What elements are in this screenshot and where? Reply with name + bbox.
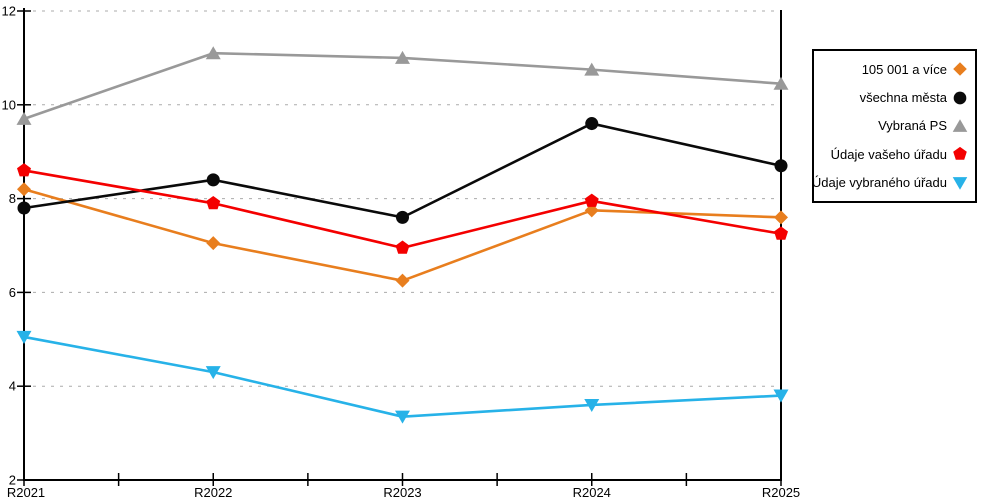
diamond-icon	[952, 61, 968, 77]
triangle-up-icon	[952, 118, 968, 134]
svg-text:4: 4	[9, 379, 16, 394]
triangle-down-icon	[952, 175, 968, 191]
svg-text:6: 6	[9, 285, 16, 300]
legend-label: Údaje vašeho úřadu	[830, 146, 947, 162]
svg-text:12: 12	[2, 4, 16, 19]
legend-label: Údaje vybraného úřadu	[811, 175, 947, 191]
legend-label: 105 001 a více	[861, 61, 947, 77]
pentagon-icon	[952, 146, 968, 162]
svg-text:R2025: R2025	[762, 485, 800, 500]
svg-text:2: 2	[9, 473, 16, 488]
svg-text:8: 8	[9, 191, 16, 206]
svg-text:10: 10	[2, 97, 16, 112]
svg-text:R2022: R2022	[194, 485, 232, 500]
legend-item: Údaje vybraného úřadu	[812, 175, 968, 191]
legend-item: všechna města	[818, 90, 968, 106]
svg-text:R2021: R2021	[7, 485, 45, 500]
svg-text:R2024: R2024	[573, 485, 611, 500]
legend-item: 105 001 a více	[818, 61, 968, 77]
svg-text:R2023: R2023	[383, 485, 421, 500]
legend-label: Vybraná PS	[878, 118, 947, 134]
legend-item: Vybraná PS	[818, 118, 968, 134]
legend: 105 001 a více všechna města Vybraná PS …	[812, 49, 977, 203]
circle-icon	[952, 90, 968, 106]
legend-label: všechna města	[859, 90, 947, 106]
legend-item: Údaje vašeho úřadu	[818, 146, 968, 162]
